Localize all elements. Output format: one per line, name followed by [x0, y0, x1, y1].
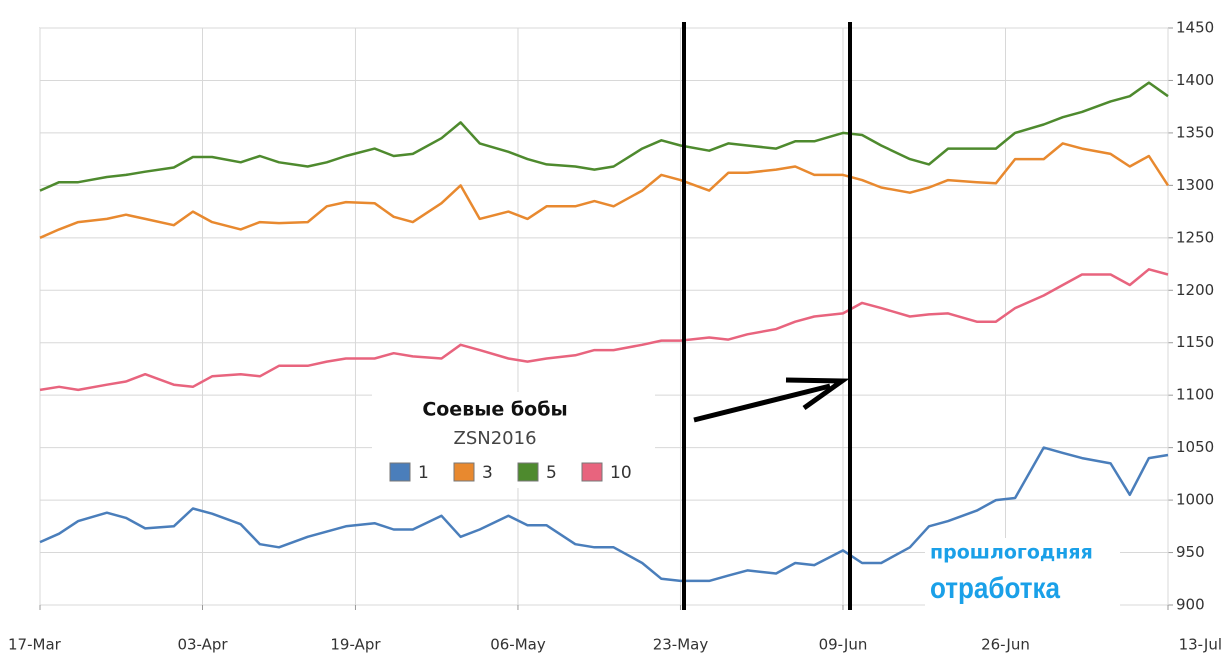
y-tick-label: 1200 — [1176, 281, 1214, 299]
x-tick-label: 09-Jun — [819, 636, 868, 654]
y-tick-label: 1450 — [1176, 19, 1214, 37]
series-line — [39, 142, 1170, 239]
legend-swatch — [453, 462, 475, 482]
y-tick-label: 1150 — [1176, 333, 1214, 351]
legend-subtitle: ZSN2016 — [453, 428, 536, 449]
series-line — [39, 446, 1169, 583]
y-tick-label: 950 — [1176, 543, 1205, 561]
y-tick-label: 1300 — [1176, 176, 1214, 194]
lines — [39, 81, 1170, 583]
legend-swatch — [581, 462, 603, 482]
y-tick-label: 1350 — [1176, 123, 1214, 141]
legend-label: 3 — [482, 463, 493, 483]
grid: 900 950 1000 1050 1100 1150 1200 1250 1300 1350 14… — [8, 19, 1222, 654]
y-tick-label: 1400 — [1176, 71, 1214, 89]
plot-area — [39, 27, 1169, 606]
legend: 1 3 5 10 — [389, 462, 632, 483]
arrow-head — [785, 377, 850, 411]
y-tick-label: 1000 — [1176, 491, 1214, 509]
x-tick-label: 17-Mar — [8, 636, 62, 654]
annotation: отработка — [930, 572, 1060, 605]
legend-label: 5 — [546, 463, 557, 483]
series-line — [39, 81, 1169, 192]
legend-label: 10 — [610, 463, 632, 483]
y-tick-label: 1100 — [1176, 386, 1214, 404]
y-tick-label: 1050 — [1176, 438, 1214, 456]
x-tick-label: 19-Apr — [330, 636, 381, 654]
legend-label: 1 — [418, 463, 429, 483]
legend-box — [372, 392, 655, 488]
legend-swatch — [389, 462, 411, 482]
x-tick-label: 03-Apr — [177, 636, 228, 654]
series-line — [39, 268, 1169, 392]
x-tick-label: 26-Jun — [981, 636, 1030, 654]
legend-title: Соевые бобы — [422, 399, 567, 421]
arrow — [693, 383, 831, 423]
legend-swatch — [517, 462, 539, 482]
x-tick-label: 06-May — [490, 636, 546, 654]
y-tick-label: 1250 — [1176, 228, 1214, 246]
annotation-box — [925, 538, 1120, 610]
x-tick-label: 23-May — [653, 636, 709, 654]
x-tick-label: 13-Jul — [1179, 636, 1222, 654]
annotation: прошлогодняя — [930, 542, 1093, 564]
y-tick-label: 900 — [1176, 596, 1205, 614]
